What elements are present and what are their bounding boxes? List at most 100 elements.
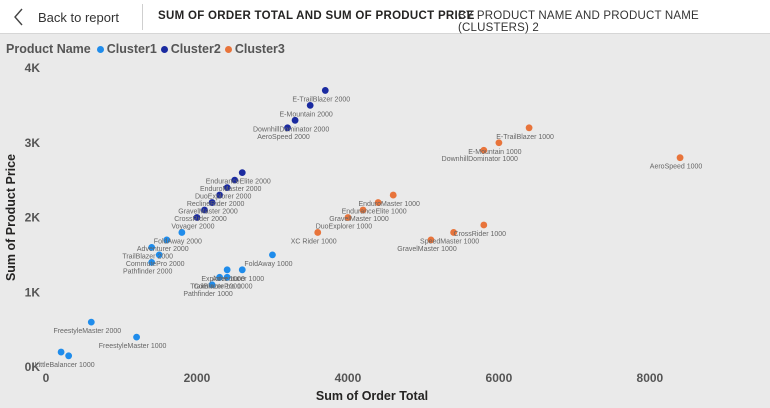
- header-bar: Back to report SUM OF ORDER TOTAL AND SU…: [0, 0, 770, 34]
- data-label-cluster2: DownhillDominator 2000: [253, 126, 329, 133]
- y-tick-label: 0K: [25, 360, 41, 374]
- data-label-cluster2: E-TrailBlazer 2000: [292, 96, 350, 103]
- x-tick-label: 2000: [184, 371, 211, 385]
- data-point-cluster1[interactable]: [87, 318, 95, 326]
- data-label-cluster3: EnduroMaster 1000: [358, 201, 420, 208]
- data-point-cluster1[interactable]: [216, 273, 224, 281]
- data-label-cluster1: Pathfinder 1000: [183, 291, 233, 298]
- chart-title: SUM OF ORDER TOTAL AND SUM OF PRODUCT PR…: [158, 10, 475, 22]
- data-point-cluster2[interactable]: [231, 176, 239, 184]
- legend-item-cluster1[interactable]: Cluster1: [96, 42, 157, 56]
- data-point-cluster2[interactable]: [284, 124, 291, 132]
- x-tick-label: 8000: [637, 371, 664, 385]
- data-point-cluster1[interactable]: [148, 258, 156, 266]
- y-tick-label: 3K: [25, 136, 41, 150]
- data-label-cluster1: TrailBlazer 2000: [122, 253, 173, 260]
- x-tick-label: 0: [43, 371, 50, 385]
- data-point-cluster1[interactable]: [57, 348, 65, 356]
- x-axis-label: Sum of Order Total: [316, 389, 428, 403]
- data-point-cluster1[interactable]: [238, 266, 246, 274]
- data-label-cluster3: DuoExplorer 1000: [316, 224, 373, 231]
- data-label-cluster2: DuoExplorer 2000: [195, 194, 252, 201]
- data-label-cluster2: EnduroMaster 2000: [200, 186, 262, 193]
- data-point-cluster3[interactable]: [374, 199, 382, 206]
- data-point-cluster3[interactable]: [344, 214, 352, 221]
- data-label-cluster1: CommutePro 1000: [194, 283, 253, 290]
- data-point-cluster1[interactable]: [178, 229, 186, 236]
- data-point-cluster2[interactable]: [216, 191, 224, 199]
- data-point-cluster3[interactable]: [676, 154, 684, 162]
- data-point-cluster1[interactable]: [269, 251, 276, 259]
- data-point-cluster3[interactable]: [495, 139, 503, 147]
- data-label-cluster3: EnduranceElite 1000: [342, 209, 407, 216]
- data-label-cluster1: Adventurer 2000: [137, 246, 189, 253]
- data-label-cluster1: FoldAway 1000: [244, 261, 292, 268]
- data-label-cluster1: Adventurer 1000: [212, 276, 264, 283]
- data-point-cluster2[interactable]: [193, 214, 201, 221]
- y-tick-label: 4K: [25, 61, 41, 75]
- y-axis-label: Sum of Product Price: [4, 154, 18, 281]
- legend-swatch-cluster1: [96, 45, 104, 53]
- data-label-cluster2: CrossRider 2000: [174, 216, 227, 223]
- data-label-cluster3: XC Rider 1000: [291, 238, 337, 245]
- back-to-report-button[interactable]: Back to report: [12, 4, 119, 30]
- data-label-cluster3: E-Mountain 1000: [468, 149, 521, 156]
- x-tick-label: 6000: [486, 371, 513, 385]
- data-point-cluster2[interactable]: [238, 169, 246, 177]
- legend-label-cluster3: Cluster3: [234, 42, 285, 56]
- data-point-cluster3[interactable]: [389, 191, 397, 199]
- legend: Product Name Cluster1 Cluster2 Cluster3: [6, 42, 289, 56]
- data-label-cluster2: Voyager 2000: [171, 224, 214, 231]
- data-label-cluster1: FoldAway 2000: [154, 238, 202, 245]
- data-label-cluster3: CrossRider 1000: [454, 231, 507, 238]
- data-label-cluster2: E-Mountain 2000: [280, 111, 333, 118]
- data-label-cluster3: GravelMaster 1000: [329, 216, 389, 223]
- legend-swatch-cluster3: [224, 45, 232, 53]
- data-label-cluster3: E-TrailBlazer 1000: [496, 134, 554, 141]
- data-point-cluster3[interactable]: [525, 124, 533, 132]
- data-point-cluster2[interactable]: [291, 116, 299, 124]
- header-divider: [142, 4, 143, 30]
- data-point-cluster3[interactable]: [314, 229, 322, 236]
- legend-item-cluster2[interactable]: Cluster2: [160, 42, 221, 56]
- data-point-cluster2[interactable]: [321, 87, 329, 94]
- data-point-cluster1[interactable]: [223, 266, 231, 274]
- data-label-cluster1: TrailBlazer 1000: [190, 283, 241, 290]
- data-label-cluster3: AeroSpeed 1000: [650, 164, 703, 171]
- legend-swatch-cluster2: [160, 45, 168, 53]
- data-point-cluster3[interactable]: [359, 206, 367, 214]
- data-point-cluster1[interactable]: [133, 333, 140, 341]
- data-point-cluster3[interactable]: [427, 236, 435, 244]
- data-point-cluster2[interactable]: [306, 101, 314, 109]
- data-point-cluster3[interactable]: [480, 221, 488, 229]
- x-tick-label: 4000: [335, 371, 362, 385]
- data-label-cluster2: ReclineRider 2000: [187, 201, 245, 208]
- data-point-cluster2[interactable]: [223, 184, 231, 192]
- data-label-cluster2: EnduranceElite 2000: [206, 179, 271, 186]
- data-label-cluster3: DownhillDominator 1000: [442, 156, 518, 163]
- back-to-report-label: Back to report: [38, 9, 119, 25]
- data-label-cluster1: FreestyleMaster 2000: [53, 328, 121, 335]
- data-point-cluster1[interactable]: [208, 281, 216, 289]
- data-label-cluster2: GravelMaster 2000: [178, 209, 238, 216]
- data-point-cluster2[interactable]: [208, 199, 216, 206]
- legend-item-cluster3[interactable]: Cluster3: [224, 42, 285, 56]
- data-point-cluster1[interactable]: [163, 236, 171, 244]
- data-point-cluster1[interactable]: [148, 244, 156, 251]
- data-point-cluster1[interactable]: [223, 273, 231, 281]
- legend-title: Product Name: [6, 42, 91, 56]
- data-point-cluster3[interactable]: [450, 229, 458, 236]
- data-label-cluster1: Explorer 1000: [201, 276, 245, 283]
- data-point-cluster1[interactable]: [65, 352, 73, 360]
- chart-subtitle: BY PRODUCT NAME AND PRODUCT NAME (CLUSTE…: [458, 10, 699, 34]
- data-label-cluster2: AeroSpeed 2000: [257, 134, 310, 141]
- data-point-cluster3[interactable]: [480, 146, 488, 154]
- data-label-cluster1: FreestyleMaster 1000: [99, 343, 167, 350]
- y-tick-label: 2K: [25, 211, 41, 225]
- chevron-left-icon: [12, 7, 26, 27]
- legend-label-cluster1: Cluster1: [106, 42, 157, 56]
- data-point-cluster1[interactable]: [155, 251, 163, 259]
- legend-label-cluster2: Cluster2: [170, 42, 221, 56]
- data-point-cluster2[interactable]: [201, 206, 208, 214]
